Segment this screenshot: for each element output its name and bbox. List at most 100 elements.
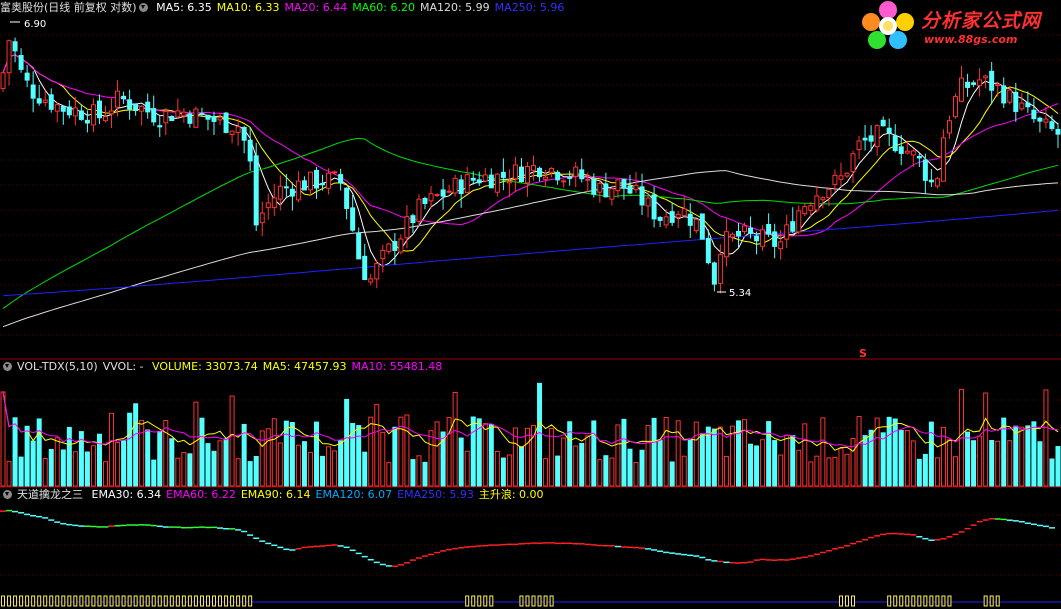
ema-indicator-5: 主升浪: 0.00	[478, 488, 544, 501]
candle-up	[1019, 102, 1025, 110]
signal-bar	[49, 595, 54, 607]
candle-down	[488, 174, 494, 189]
volume-bar-down	[579, 443, 585, 487]
volume-bar-down	[48, 448, 54, 487]
volume-bar-down	[313, 421, 319, 487]
signal-bar	[911, 595, 916, 607]
moving-average-lines	[2, 54, 1059, 328]
volume-bar-down	[500, 457, 506, 487]
volume-bar-up	[494, 450, 500, 487]
candle-up	[6, 40, 12, 74]
signal-bar	[549, 595, 554, 607]
volume-bar-down	[211, 450, 217, 487]
volume-bar-up	[139, 420, 145, 487]
volume-dropdown-circle-icon[interactable]	[3, 361, 12, 371]
signal-bar	[37, 595, 42, 607]
signal-bar	[489, 595, 494, 607]
candle-down	[350, 207, 356, 231]
signal-bar	[103, 595, 108, 607]
volume-bar-up	[90, 445, 96, 487]
candle-down	[211, 116, 217, 122]
candle-up	[404, 216, 410, 239]
volume-bar-down	[187, 453, 193, 487]
volume-bar-down	[127, 412, 133, 487]
candle-up	[729, 233, 735, 238]
candle-down	[422, 197, 428, 204]
candle-up	[217, 116, 223, 121]
indicator-dropdown-circle-icon[interactable]	[3, 489, 12, 499]
volume-indicator-1: MA5: 47457.93	[262, 360, 347, 373]
volume-bar-up	[464, 450, 470, 487]
volume-bar-down	[555, 455, 561, 487]
signal-bar	[923, 595, 928, 607]
candle-down	[1037, 117, 1043, 122]
candle-down	[356, 232, 362, 260]
candle-up	[723, 231, 729, 258]
candle-down	[687, 213, 693, 226]
signal-bar	[91, 595, 96, 607]
indicator-name[interactable]: 天道擒龙之三	[17, 488, 83, 501]
signal-bar	[477, 595, 482, 607]
candle-down	[735, 230, 741, 237]
candle-up	[380, 249, 386, 260]
candle-down	[1013, 91, 1019, 112]
candle-up	[826, 188, 832, 199]
candle-down	[440, 189, 446, 197]
volume-bar-up	[615, 424, 621, 487]
signal-bar	[543, 595, 548, 607]
candle-down	[392, 241, 398, 251]
candle-up	[995, 83, 1001, 87]
volume-bar-down	[886, 416, 892, 487]
ma60-line	[2, 137, 1059, 309]
volume-bar-up	[374, 404, 380, 487]
volume-bar-up	[446, 417, 452, 487]
volume-bar-up	[838, 447, 844, 487]
main-indicator-1: MA10: 6.33	[216, 1, 280, 14]
candle-up	[229, 130, 235, 136]
volume-indicator-values: VOLUME: 33073.74 MA5: 47457.93 MA10: 55481…	[152, 360, 447, 373]
candle-down	[66, 106, 72, 116]
period-info[interactable]: (日线 前复权 对数)	[44, 1, 137, 14]
logo-url: www.88gs.com	[924, 33, 1018, 46]
volume-bar-up	[946, 439, 952, 487]
candle-up	[850, 153, 856, 173]
candle-down	[1025, 102, 1031, 108]
candle-down	[892, 135, 898, 152]
ema-indicator-0: EMA30: 6.34	[91, 488, 162, 501]
volume-bar-up	[585, 435, 591, 487]
candle-down	[971, 82, 977, 85]
candle-down	[48, 94, 54, 110]
volume-bar-up	[277, 442, 283, 487]
volume-bar-up	[434, 421, 440, 487]
signal-bar	[67, 595, 72, 607]
candle-down	[320, 183, 326, 186]
candle-up	[778, 241, 784, 250]
candle-up	[398, 238, 404, 253]
volume-bar-up	[428, 430, 434, 487]
volume-bar-up	[416, 455, 422, 487]
signal-bar	[851, 595, 856, 607]
signal-bar	[145, 595, 150, 607]
candle-down	[241, 127, 247, 141]
dropdown-circle-icon[interactable]	[138, 2, 148, 12]
volume-bar-down	[320, 455, 326, 487]
volume-bar-up	[229, 395, 235, 487]
volume-bar-down	[1013, 425, 1019, 487]
candle-down	[591, 178, 597, 195]
candle-down	[772, 231, 778, 247]
candle-down	[187, 113, 193, 124]
candle-down	[169, 115, 175, 122]
signal-bar	[983, 595, 988, 607]
volume-bar-down	[735, 420, 741, 487]
volume-bar-down	[422, 461, 428, 487]
signal-bar	[844, 595, 849, 607]
candle-down	[36, 98, 42, 104]
candle-up	[760, 229, 766, 247]
candle-up	[139, 105, 145, 112]
volume-indicator-name[interactable]: VOL-TDX(5,10)	[17, 360, 98, 373]
candle-up	[645, 197, 651, 207]
volume-bar-up	[850, 437, 856, 487]
candle-up	[904, 150, 910, 154]
candle-up	[295, 180, 301, 201]
